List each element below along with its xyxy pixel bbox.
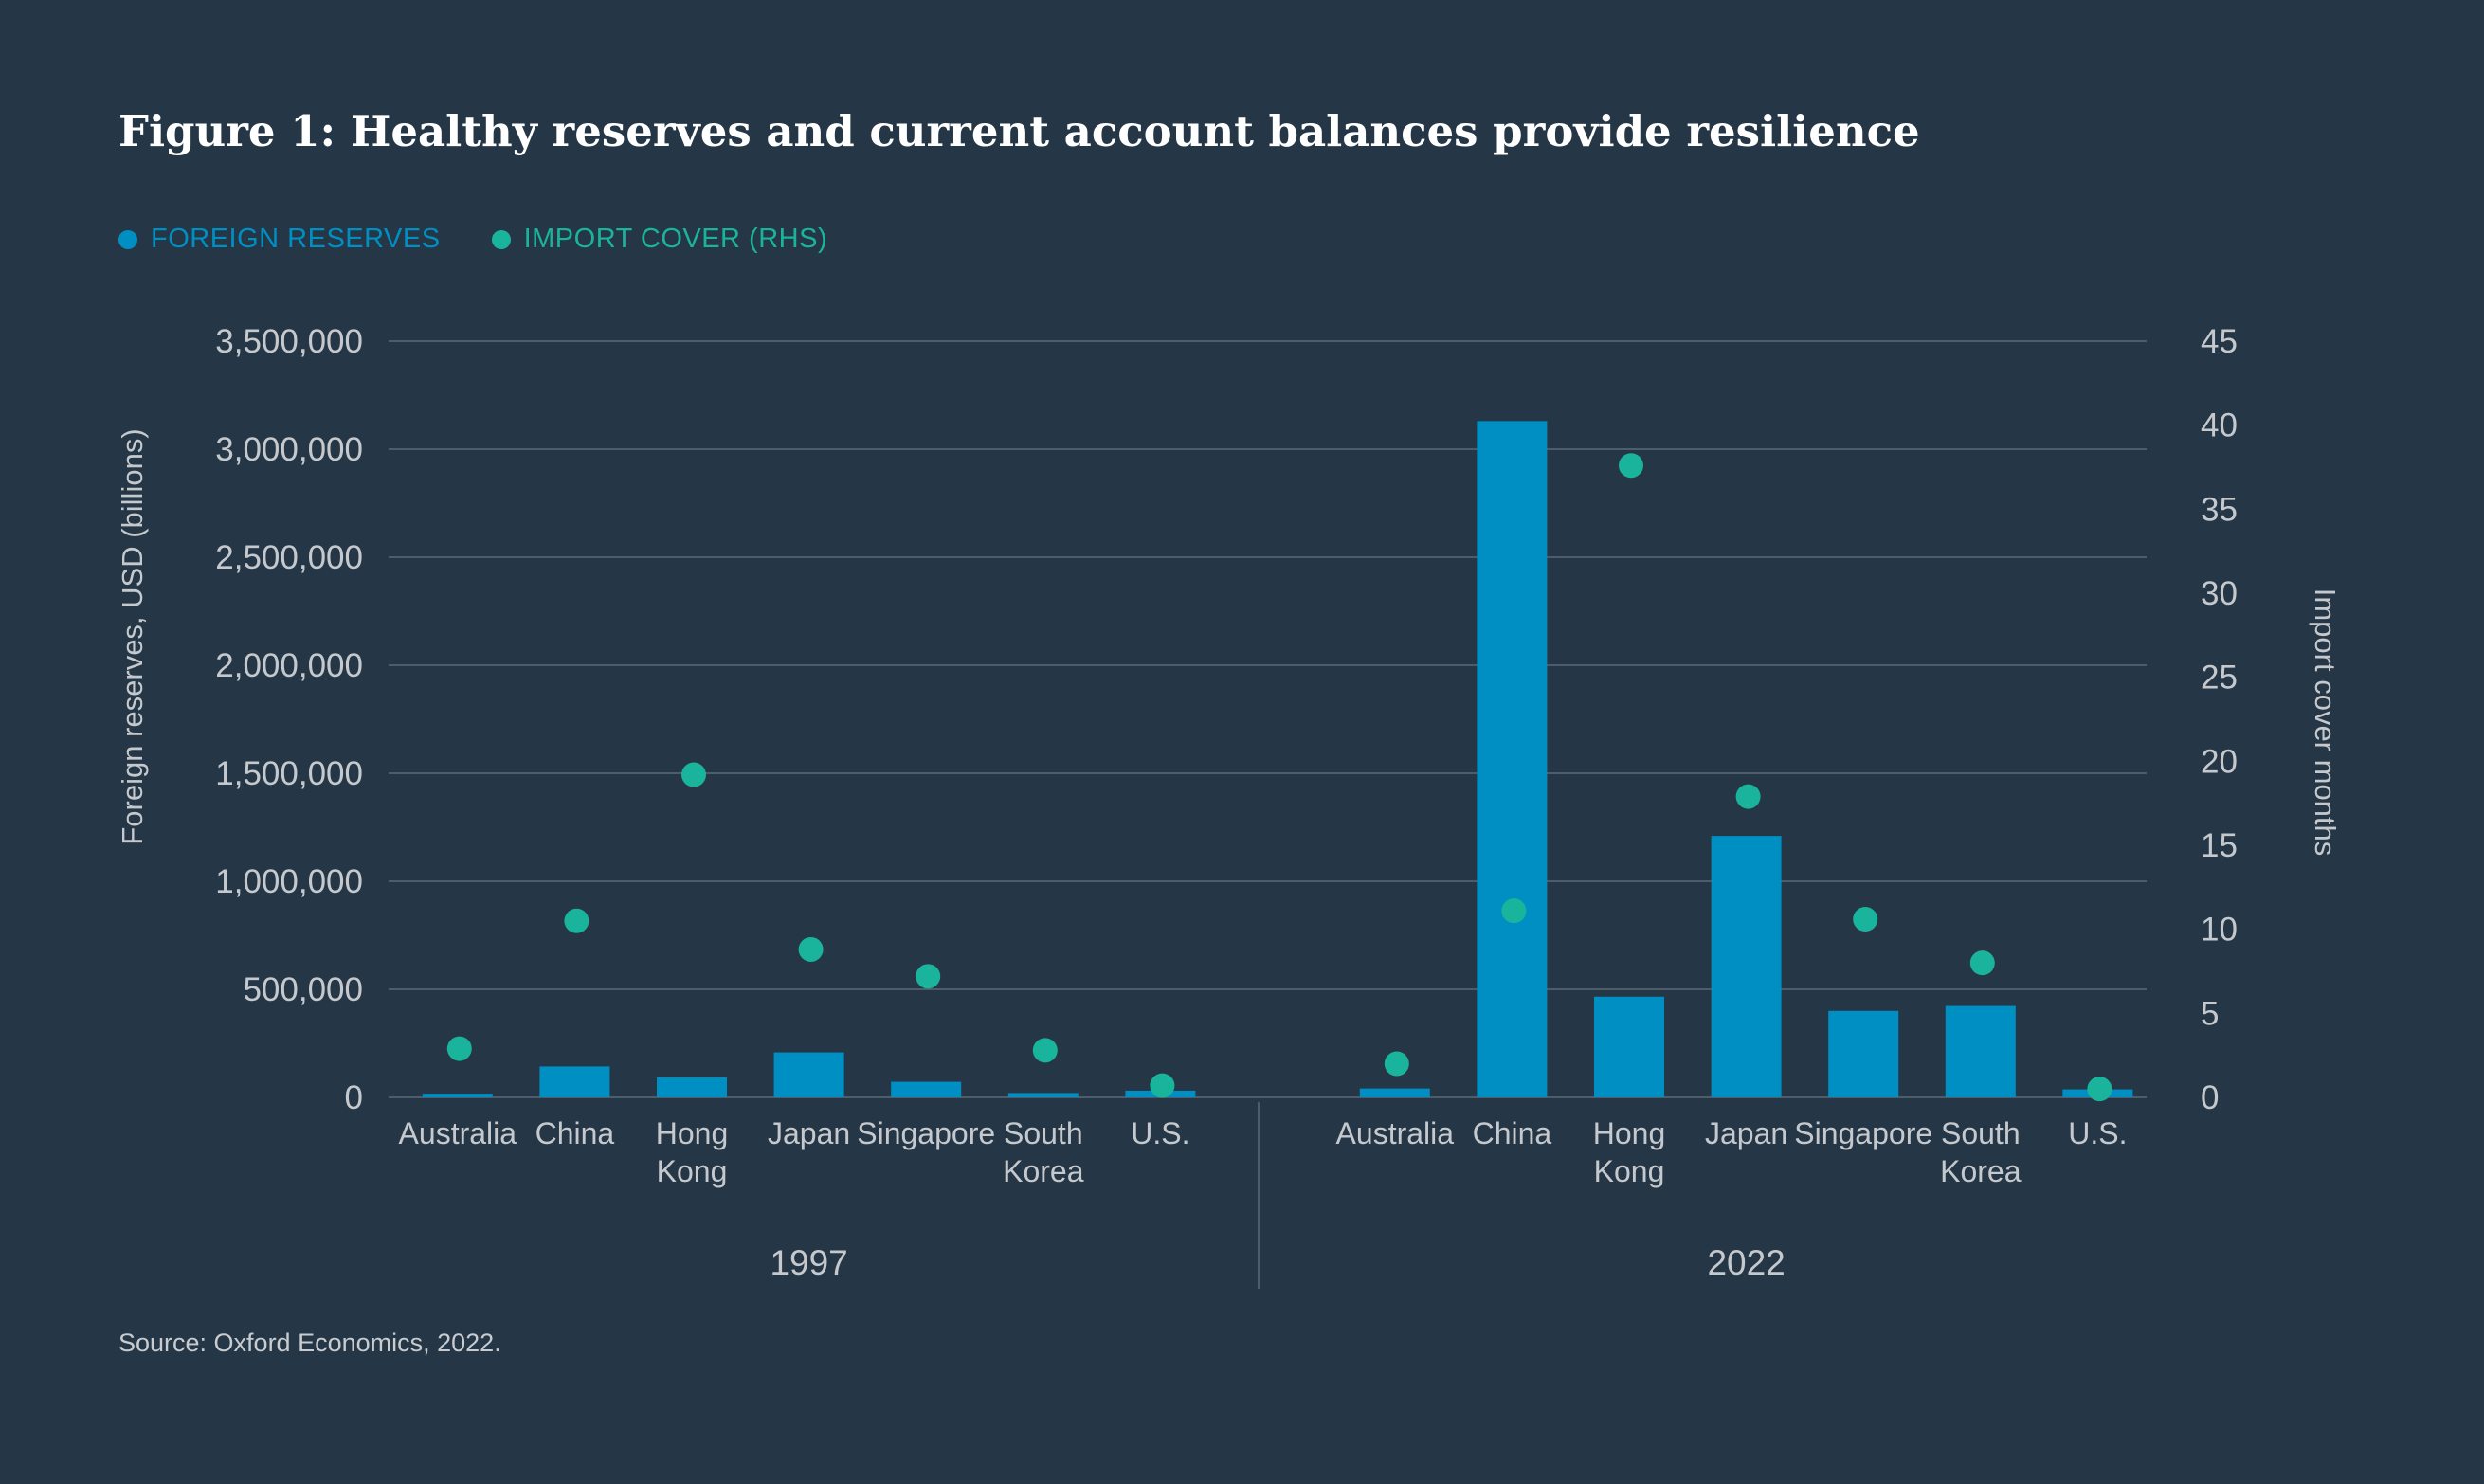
- y2-axis-tick-label: 45: [2201, 323, 2238, 360]
- import-cover-dot: [1619, 453, 1643, 479]
- x-axis-tick-label: U.S.: [2068, 1116, 2127, 1150]
- y2-axis-tick-label: 0: [2201, 1079, 2219, 1116]
- y2-axis-tick-label: 30: [2201, 575, 2238, 612]
- import-cover-dot: [1384, 1051, 1409, 1077]
- y2-axis-tick-label: 15: [2201, 827, 2238, 864]
- bar: [1007, 1093, 1079, 1097]
- bar: [1359, 1088, 1430, 1097]
- import-cover-dot: [1853, 907, 1878, 932]
- legend: FOREIGN RESERVES IMPORT COVER (RHS): [118, 224, 879, 255]
- x-axis-tick-label: Korea: [1940, 1154, 2022, 1188]
- y-axis-tick-label: 0: [345, 1079, 363, 1116]
- y-axis-tick-label: 2,000,000: [215, 647, 363, 684]
- y2-axis-tick-label: 35: [2201, 491, 2238, 528]
- y-axis-title: Foreign reserves, USD (billions): [116, 428, 149, 844]
- import-cover-dot: [564, 908, 589, 933]
- x-axis-tick-label: Kong: [657, 1154, 728, 1188]
- legend-marker-foreign-reserves: [118, 229, 137, 249]
- x-axis-tick-label: Korea: [1003, 1154, 1084, 1188]
- import-cover-dot: [1032, 1038, 1058, 1063]
- legend-marker-import-cover: [491, 229, 511, 249]
- import-cover-dot: [1969, 950, 1995, 976]
- import-cover-dot: [446, 1036, 472, 1061]
- import-cover-dot: [916, 964, 941, 989]
- bar: [1828, 1010, 1899, 1097]
- bar: [422, 1094, 493, 1097]
- x-axis-tick-label: South: [1004, 1116, 1083, 1150]
- bar: [1711, 836, 1782, 1097]
- legend-item-import-cover: IMPORT COVER (RHS): [491, 224, 828, 255]
- y-axis-tick-label: 1,500,000: [215, 755, 363, 792]
- x-axis-tick-label: U.S.: [1131, 1116, 1189, 1150]
- bar: [1477, 421, 1548, 1097]
- import-cover-dot: [681, 762, 706, 787]
- y-axis-tick-label: 3,000,000: [215, 431, 363, 468]
- legend-label-foreign-reserves: FOREIGN RESERVES: [151, 224, 441, 254]
- source-note: Source: Oxford Economics, 2022.: [118, 1329, 501, 1357]
- y2-axis-tick-label: 10: [2201, 912, 2238, 949]
- y-axis-tick-label: 3,500,000: [215, 323, 363, 360]
- x-axis-tick-label: Australia: [1336, 1116, 1455, 1150]
- x-axis-tick-label: China: [535, 1116, 615, 1150]
- bar: [773, 1052, 844, 1097]
- y2-axis-tick-label: 25: [2201, 660, 2238, 697]
- y-axis-tick-label: 1,000,000: [215, 863, 363, 900]
- y2-axis-title: Import cover months: [2309, 588, 2342, 857]
- import-cover-dot: [798, 936, 824, 962]
- y2-axis-tick-label: 40: [2201, 407, 2238, 444]
- x-axis-tick-label: China: [1473, 1116, 1552, 1150]
- y2-axis-tick-label: 20: [2201, 743, 2238, 780]
- y-axis-tick-label: 500,000: [243, 971, 363, 1008]
- bar: [539, 1066, 610, 1097]
- y2-axis-tick-label: 5: [2201, 995, 2219, 1032]
- x-axis-tick-label: Hong: [1593, 1116, 1666, 1150]
- x-axis-tick-label: South: [1941, 1116, 2021, 1150]
- x-axis-tick-label: Hong: [656, 1116, 729, 1150]
- bar: [1945, 1005, 2016, 1097]
- y-axis-tick-label: 2,500,000: [215, 539, 363, 576]
- x-axis-tick-label: Kong: [1594, 1154, 1665, 1188]
- group-label: 2022: [1707, 1243, 1785, 1282]
- import-cover-dot: [1735, 784, 1761, 809]
- legend-item-foreign-reserves: FOREIGN RESERVES: [118, 224, 441, 255]
- x-axis-tick-label: Singapore: [857, 1116, 995, 1150]
- bar: [657, 1077, 727, 1097]
- bar: [891, 1081, 962, 1097]
- legend-label-import-cover: IMPORT COVER (RHS): [523, 224, 828, 254]
- bar: [1594, 996, 1664, 1097]
- chart-title: Figure 1: Healthy reserves and current a…: [118, 106, 1920, 156]
- import-cover-dot: [1501, 898, 1527, 924]
- x-axis-tick-label: Japan: [1705, 1116, 1787, 1150]
- group-label: 1997: [770, 1243, 847, 1282]
- import-cover-dot: [1150, 1073, 1175, 1098]
- x-axis-tick-label: Singapore: [1794, 1116, 1932, 1150]
- x-axis-tick-label: Australia: [399, 1116, 517, 1150]
- import-cover-dot: [2087, 1077, 2112, 1102]
- x-axis-tick-label: Japan: [768, 1116, 850, 1150]
